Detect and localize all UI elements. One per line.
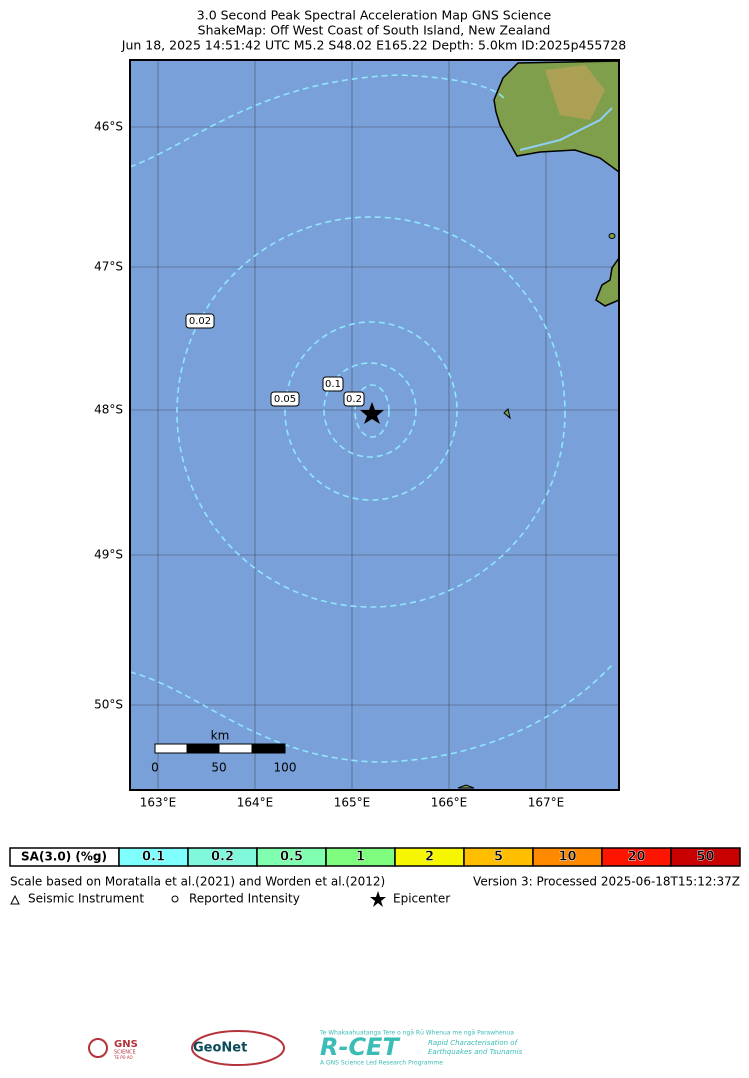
contour-labels: 0.02 0.05 0.1 0.2	[185, 313, 365, 407]
scale-label: 0.2	[211, 850, 234, 865]
legend-item: Seismic Instrument	[28, 892, 144, 906]
rcet-maori: Te Whakaahuatanga Tere o ngā Rū Whenua m…	[319, 1030, 514, 1037]
geonet-logo: GeoNet	[193, 1041, 247, 1056]
scale-label: 5	[494, 850, 503, 865]
intensity-symbol	[171, 895, 179, 903]
scale-note: Scale based on Moratalla et al.(2021) an…	[10, 875, 385, 889]
scale-segment	[251, 743, 286, 754]
contour-label: 0.05	[274, 394, 296, 405]
river	[519, 107, 613, 151]
epicenter	[360, 402, 384, 424]
title-line: 3.0 Second Peak Spectral Acceleration Ma…	[197, 8, 552, 23]
island	[608, 233, 616, 239]
geonet-ring	[191, 1030, 285, 1066]
intensity-scale: SA(3.0) (%g) 0.1 0.2 0.5 1 2 5 10 20 50	[9, 847, 741, 867]
axis-labels: 46°S 47°S 48°S 49°S 50°S 163°E 164°E 165°E 166°E…	[94, 120, 564, 810]
rcet-line: Rapid Characterisation of	[428, 1039, 519, 1047]
rcet-logo: R-CET	[320, 1033, 400, 1061]
island	[595, 255, 620, 307]
lon-label: 163°E	[140, 796, 177, 810]
contour-label-box	[322, 376, 344, 392]
lon-label: 166°E	[431, 796, 468, 810]
contour-label: 0.1	[325, 379, 341, 390]
title-line: ShakeMap: Off West Coast of South Island…	[198, 23, 551, 38]
lat-label: 50°S	[94, 698, 123, 712]
legend-item: Epicenter	[393, 892, 450, 906]
lon-label: 165°E	[334, 796, 371, 810]
map: 0.02 0.05 0.1 0.2 km 0 50 100	[129, 59, 620, 791]
gns-logo-mark	[88, 1038, 108, 1058]
contour-label: 0.02	[189, 316, 211, 327]
graticule	[130, 60, 619, 790]
scale-label: 0.5	[280, 850, 303, 865]
rcet-line: Earthquakes and Tsunamis	[428, 1048, 523, 1056]
lat-label: 49°S	[94, 548, 123, 562]
scale-label: 10	[558, 850, 576, 865]
rcet-sub: A GNS Science Led Research Programme	[320, 1060, 443, 1067]
title-line: Jun 18, 2025 14:51:42 UTC M5.2 S48.02 E1…	[121, 38, 627, 53]
lon-label: 167°E	[528, 796, 565, 810]
scale-label: 0.1	[142, 850, 165, 865]
lat-label: 46°S	[94, 120, 123, 134]
contour	[129, 74, 506, 168]
contour	[354, 384, 390, 438]
legend-item: Reported Intensity	[189, 892, 300, 906]
contour-label: 0.2	[346, 394, 362, 405]
contour	[323, 362, 417, 458]
scale-tick: 0	[151, 761, 159, 775]
scale-label: 50	[696, 850, 714, 865]
contour	[129, 664, 613, 763]
epicenter-symbol	[370, 891, 386, 907]
gns-logo-sub: SCIENCE	[114, 1050, 136, 1056]
scale-segment	[154, 743, 188, 754]
map-frame	[129, 59, 620, 791]
title-block: 3.0 Second Peak Spectral Acceleration Ma…	[121, 8, 627, 53]
lon-label: 164°E	[237, 796, 274, 810]
scale-label: 1	[356, 850, 365, 865]
scale-header: SA(3.0) (%g)	[21, 850, 107, 864]
gns-logo-maori: TE PŪ AO	[113, 1055, 133, 1060]
scale-label: 20	[627, 850, 645, 865]
gns-logo: GNS	[114, 1039, 138, 1050]
island	[457, 784, 475, 789]
logos: GNS SCIENCE TE PŪ AO GeoNet Te Whakaahua…	[88, 1030, 523, 1067]
scale-segment	[218, 743, 253, 754]
contour-label-box	[185, 313, 215, 329]
scale-unit: km	[211, 729, 230, 743]
instrument-symbol	[10, 894, 20, 905]
lat-label: 48°S	[94, 403, 123, 417]
scale-tick: 100	[274, 761, 297, 775]
scale-label: 2	[425, 850, 434, 865]
scale-bar: km 0 50 100	[151, 729, 296, 775]
ocean	[130, 60, 619, 790]
scale-cell	[670, 847, 741, 867]
contour-label-box	[343, 391, 365, 407]
island	[503, 408, 511, 420]
contour-label-box	[270, 391, 300, 407]
contour	[284, 321, 458, 501]
contour	[176, 216, 566, 608]
lat-label: 47°S	[94, 260, 123, 274]
version: Version 3: Processed 2025-06-18T15:12:37…	[473, 875, 740, 889]
scale-segment	[186, 743, 220, 754]
terrain	[545, 65, 605, 120]
scale-tick: 50	[211, 761, 226, 775]
